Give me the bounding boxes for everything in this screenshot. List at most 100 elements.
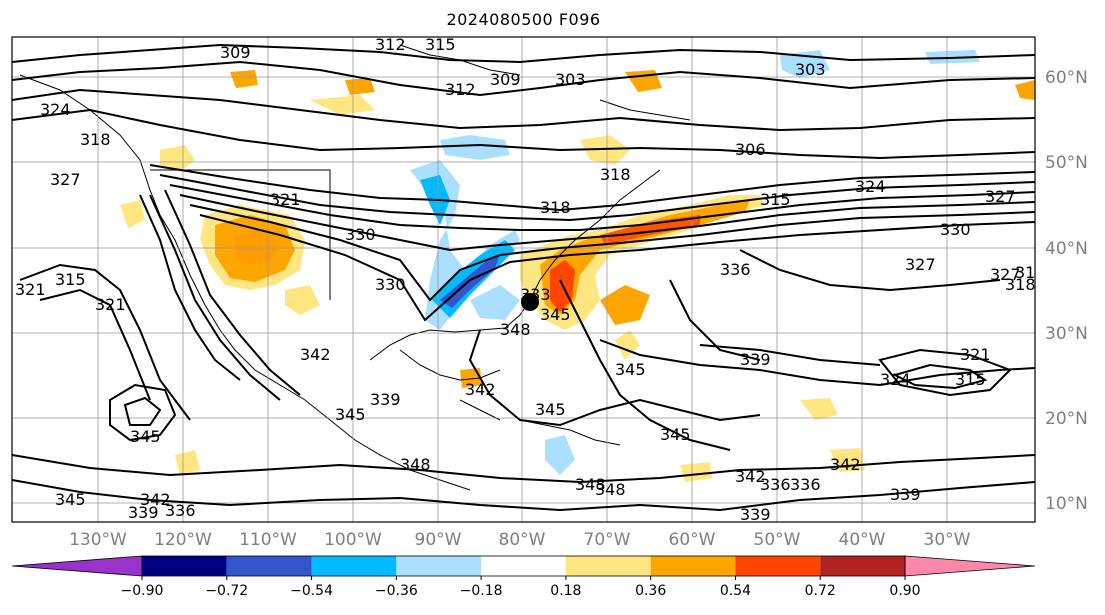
colorbar-tick-label: −0.72 bbox=[205, 583, 248, 599]
shaded-fields bbox=[120, 50, 1035, 482]
contour-label: 303 bbox=[795, 60, 826, 79]
latitude-axis: 60°N 50°N 40°N 30°N 20°N 10°N bbox=[1045, 68, 1088, 514]
colorbar-tick-label: 0.72 bbox=[805, 583, 836, 599]
colorbar-segment bbox=[735, 556, 821, 576]
contour-label: 303 bbox=[555, 70, 586, 89]
contour-label: 339 bbox=[128, 503, 159, 522]
contour-label: 345 bbox=[55, 490, 86, 509]
contour-label: 327 bbox=[905, 255, 936, 274]
lon-label: 110°W bbox=[239, 530, 297, 550]
lat-label: 20°N bbox=[1045, 409, 1088, 429]
colorbar-tick-label: −0.54 bbox=[290, 583, 333, 599]
contour-label: 318 bbox=[80, 130, 111, 149]
contour-label: 345 bbox=[540, 305, 571, 324]
contour-label: 312 bbox=[375, 35, 406, 54]
colorbar-tick-label: 0.36 bbox=[635, 583, 666, 599]
colorbar-tick-label: −0.90 bbox=[121, 583, 164, 599]
lon-label: 70°W bbox=[584, 530, 631, 550]
cold-anomaly-inner bbox=[440, 255, 500, 308]
colorbar-tick-label: 0.90 bbox=[889, 583, 920, 599]
colorbar-frame bbox=[141, 555, 906, 577]
lon-label: 120°W bbox=[154, 530, 212, 550]
contour-label: 339 bbox=[890, 485, 921, 504]
lon-label: 80°W bbox=[499, 530, 546, 550]
colorbar-tick-label: 0.18 bbox=[550, 583, 581, 599]
contour-label: 342 bbox=[140, 490, 171, 509]
warm-patch-coast bbox=[120, 200, 145, 228]
lat-lon-grid bbox=[12, 37, 1035, 522]
contour-label: 336 bbox=[760, 475, 791, 494]
contour-label: 318 bbox=[540, 198, 571, 217]
contour-label: 312 bbox=[445, 80, 476, 99]
colorbar-segment bbox=[820, 556, 905, 576]
contour-labels: 309 312 315 312 309 303 303 306 318 327 … bbox=[15, 35, 1046, 524]
warm-patch-atlantic bbox=[600, 285, 650, 325]
contour-label: 309 bbox=[220, 43, 251, 62]
colorbar-extend-high bbox=[904, 555, 1036, 577]
contour-label: 342 bbox=[465, 380, 496, 399]
contour-label: 321 bbox=[15, 280, 46, 299]
lon-label: 90°W bbox=[415, 530, 462, 550]
contour-label: 315 bbox=[955, 370, 986, 389]
contour-label: 315 bbox=[55, 270, 86, 289]
lon-label: 50°W bbox=[754, 530, 801, 550]
colorbar-segment bbox=[142, 556, 227, 576]
coastlines bbox=[19, 44, 691, 491]
contour-label: 318 bbox=[1015, 263, 1046, 282]
map-layer: 309 312 315 312 309 303 303 306 318 327 … bbox=[12, 35, 1046, 524]
contour-label: 324 bbox=[855, 177, 886, 196]
contour-label: 345 bbox=[130, 427, 161, 446]
longitude-axis: 130°W 120°W 110°W 100°W 90°W 80°W 70°W 6… bbox=[69, 530, 971, 550]
colorbar-tick-label: 0.54 bbox=[720, 583, 751, 599]
warm-patch-sw bbox=[285, 285, 320, 315]
contour-label: 330 bbox=[345, 225, 376, 244]
contour-label: 348 bbox=[595, 480, 626, 499]
contour-label: 321 bbox=[95, 295, 126, 314]
lat-label: 10°N bbox=[1045, 494, 1088, 514]
warm-anomaly-jet-strip bbox=[600, 215, 700, 245]
contour-label: 327 bbox=[985, 187, 1016, 206]
contour-label: 321 bbox=[960, 345, 991, 364]
colorbar-tick-label: −0.36 bbox=[375, 583, 418, 599]
warm-patch-pacific bbox=[175, 450, 200, 475]
contour-label: 324 bbox=[880, 370, 911, 389]
warm-patch-atlantic-south bbox=[615, 330, 640, 360]
contour-label: 306 bbox=[735, 140, 766, 159]
map-title: 2024080500 F096 bbox=[446, 10, 601, 29]
warm-patch-alaska bbox=[230, 70, 258, 88]
contour-label: 309 bbox=[490, 70, 521, 89]
contour-label: 345 bbox=[660, 425, 691, 444]
lat-label: 40°N bbox=[1045, 239, 1088, 259]
storm-center-marker bbox=[521, 293, 539, 311]
lat-label: 50°N bbox=[1045, 153, 1088, 173]
map-border bbox=[11, 36, 1036, 523]
contour-label: 348 bbox=[500, 320, 531, 339]
contour-label: 348 bbox=[400, 455, 431, 474]
contour-label: 318 bbox=[1005, 275, 1036, 294]
cold-patch-hudson bbox=[440, 135, 510, 160]
contour-label: 339 bbox=[370, 390, 401, 409]
warm-patch-north bbox=[310, 95, 375, 115]
contour-label: 345 bbox=[615, 360, 646, 379]
contour-label: 345 bbox=[535, 400, 566, 419]
colorbar-segment bbox=[311, 556, 397, 576]
contour-label: 342 bbox=[735, 467, 766, 486]
contour-label: 339 bbox=[740, 505, 771, 524]
warm-anomaly-west-inner bbox=[235, 228, 280, 265]
cold-anomaly-southeast bbox=[470, 285, 520, 320]
warm-patch-labrador bbox=[580, 135, 630, 165]
contour-label: 336 bbox=[720, 260, 751, 279]
colorbar-extend-low bbox=[11, 555, 143, 577]
warm-patch-north-core bbox=[345, 78, 375, 95]
contour-label: 318 bbox=[600, 165, 631, 184]
warm-patch-mid-tropics bbox=[680, 462, 712, 482]
warm-patch-far-ne bbox=[1015, 80, 1035, 100]
contour-label: 342 bbox=[830, 455, 861, 474]
contour-label: 336 bbox=[790, 475, 821, 494]
warm-anomaly-east bbox=[520, 195, 765, 330]
cold-patch-caribbean bbox=[545, 435, 575, 475]
contour-label: 327 bbox=[990, 265, 1021, 284]
contour-label: 315 bbox=[425, 35, 456, 54]
contour-label: 330 bbox=[375, 275, 406, 294]
